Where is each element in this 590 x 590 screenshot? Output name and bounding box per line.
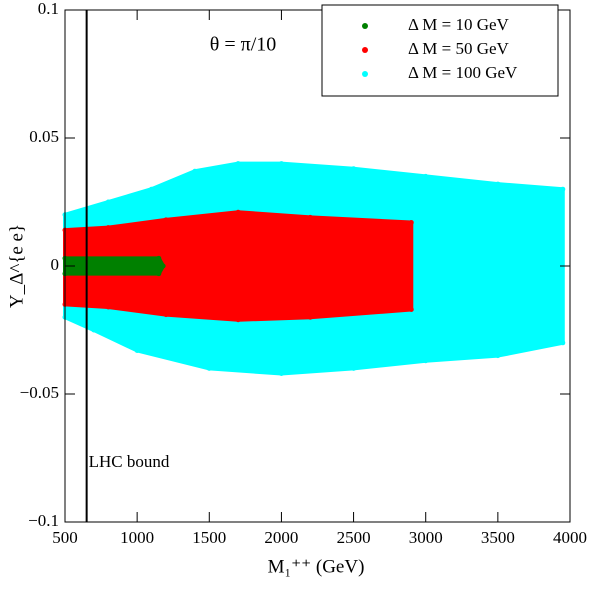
x-tick-label: 2000 bbox=[264, 528, 298, 547]
point bbox=[278, 161, 284, 167]
y-tick-label: 0.1 bbox=[38, 0, 59, 18]
point bbox=[235, 317, 241, 323]
point bbox=[235, 161, 241, 167]
point bbox=[105, 199, 111, 205]
y-axis-label: Y_Δ^{e e} bbox=[6, 224, 27, 308]
point bbox=[91, 327, 97, 333]
x-tick-label: 1000 bbox=[120, 528, 154, 547]
y-tick-label: −0.05 bbox=[20, 383, 59, 402]
legend-marker bbox=[362, 71, 368, 77]
point bbox=[278, 371, 284, 377]
point bbox=[156, 255, 162, 261]
point bbox=[105, 225, 111, 231]
point bbox=[408, 307, 414, 313]
y-tick-label: 0 bbox=[51, 255, 60, 274]
point bbox=[560, 340, 566, 346]
point bbox=[560, 186, 566, 192]
point bbox=[206, 365, 212, 371]
point-cloud bbox=[63, 256, 166, 276]
legend-marker bbox=[362, 23, 368, 29]
reference-label: LHC bound bbox=[89, 452, 170, 471]
legend-box bbox=[321, 4, 559, 97]
point bbox=[495, 181, 501, 187]
legend-label: Δ M = 10 GeV bbox=[408, 15, 510, 34]
point bbox=[495, 353, 501, 359]
point bbox=[156, 271, 162, 277]
legend: Δ M = 10 GeV Δ M = 50 GeV Δ M = 100 GeV bbox=[321, 4, 559, 97]
legend-label: Δ M = 50 GeV bbox=[408, 39, 510, 58]
x-tick-label: 1500 bbox=[192, 528, 226, 547]
legend-marker bbox=[362, 47, 368, 53]
point bbox=[163, 217, 169, 223]
x-tick-label: 2500 bbox=[337, 528, 371, 547]
point bbox=[149, 186, 155, 192]
point bbox=[163, 312, 169, 318]
point bbox=[351, 365, 357, 371]
x-tick-label: 3500 bbox=[481, 528, 515, 547]
annotation: θ = π/10 bbox=[210, 34, 277, 56]
point bbox=[408, 219, 414, 225]
y-tick-label: 0.05 bbox=[29, 127, 59, 146]
x-axis-label: M₁⁺⁺ (GeV) bbox=[268, 556, 365, 577]
x-tick-label: 500 bbox=[52, 528, 78, 547]
point bbox=[307, 214, 313, 220]
legend-label: Δ M = 100 GeV bbox=[408, 63, 518, 82]
point bbox=[105, 304, 111, 310]
point bbox=[423, 358, 429, 364]
point bbox=[423, 173, 429, 179]
point bbox=[351, 166, 357, 172]
plot-area bbox=[62, 161, 566, 377]
point bbox=[192, 168, 198, 174]
point bbox=[307, 314, 313, 320]
y-tick-label: −0.1 bbox=[28, 511, 59, 530]
x-tick-label: 3000 bbox=[409, 528, 443, 547]
point bbox=[134, 347, 140, 353]
point bbox=[235, 209, 241, 215]
point bbox=[160, 263, 166, 269]
x-tick-label: 4000 bbox=[553, 528, 587, 547]
